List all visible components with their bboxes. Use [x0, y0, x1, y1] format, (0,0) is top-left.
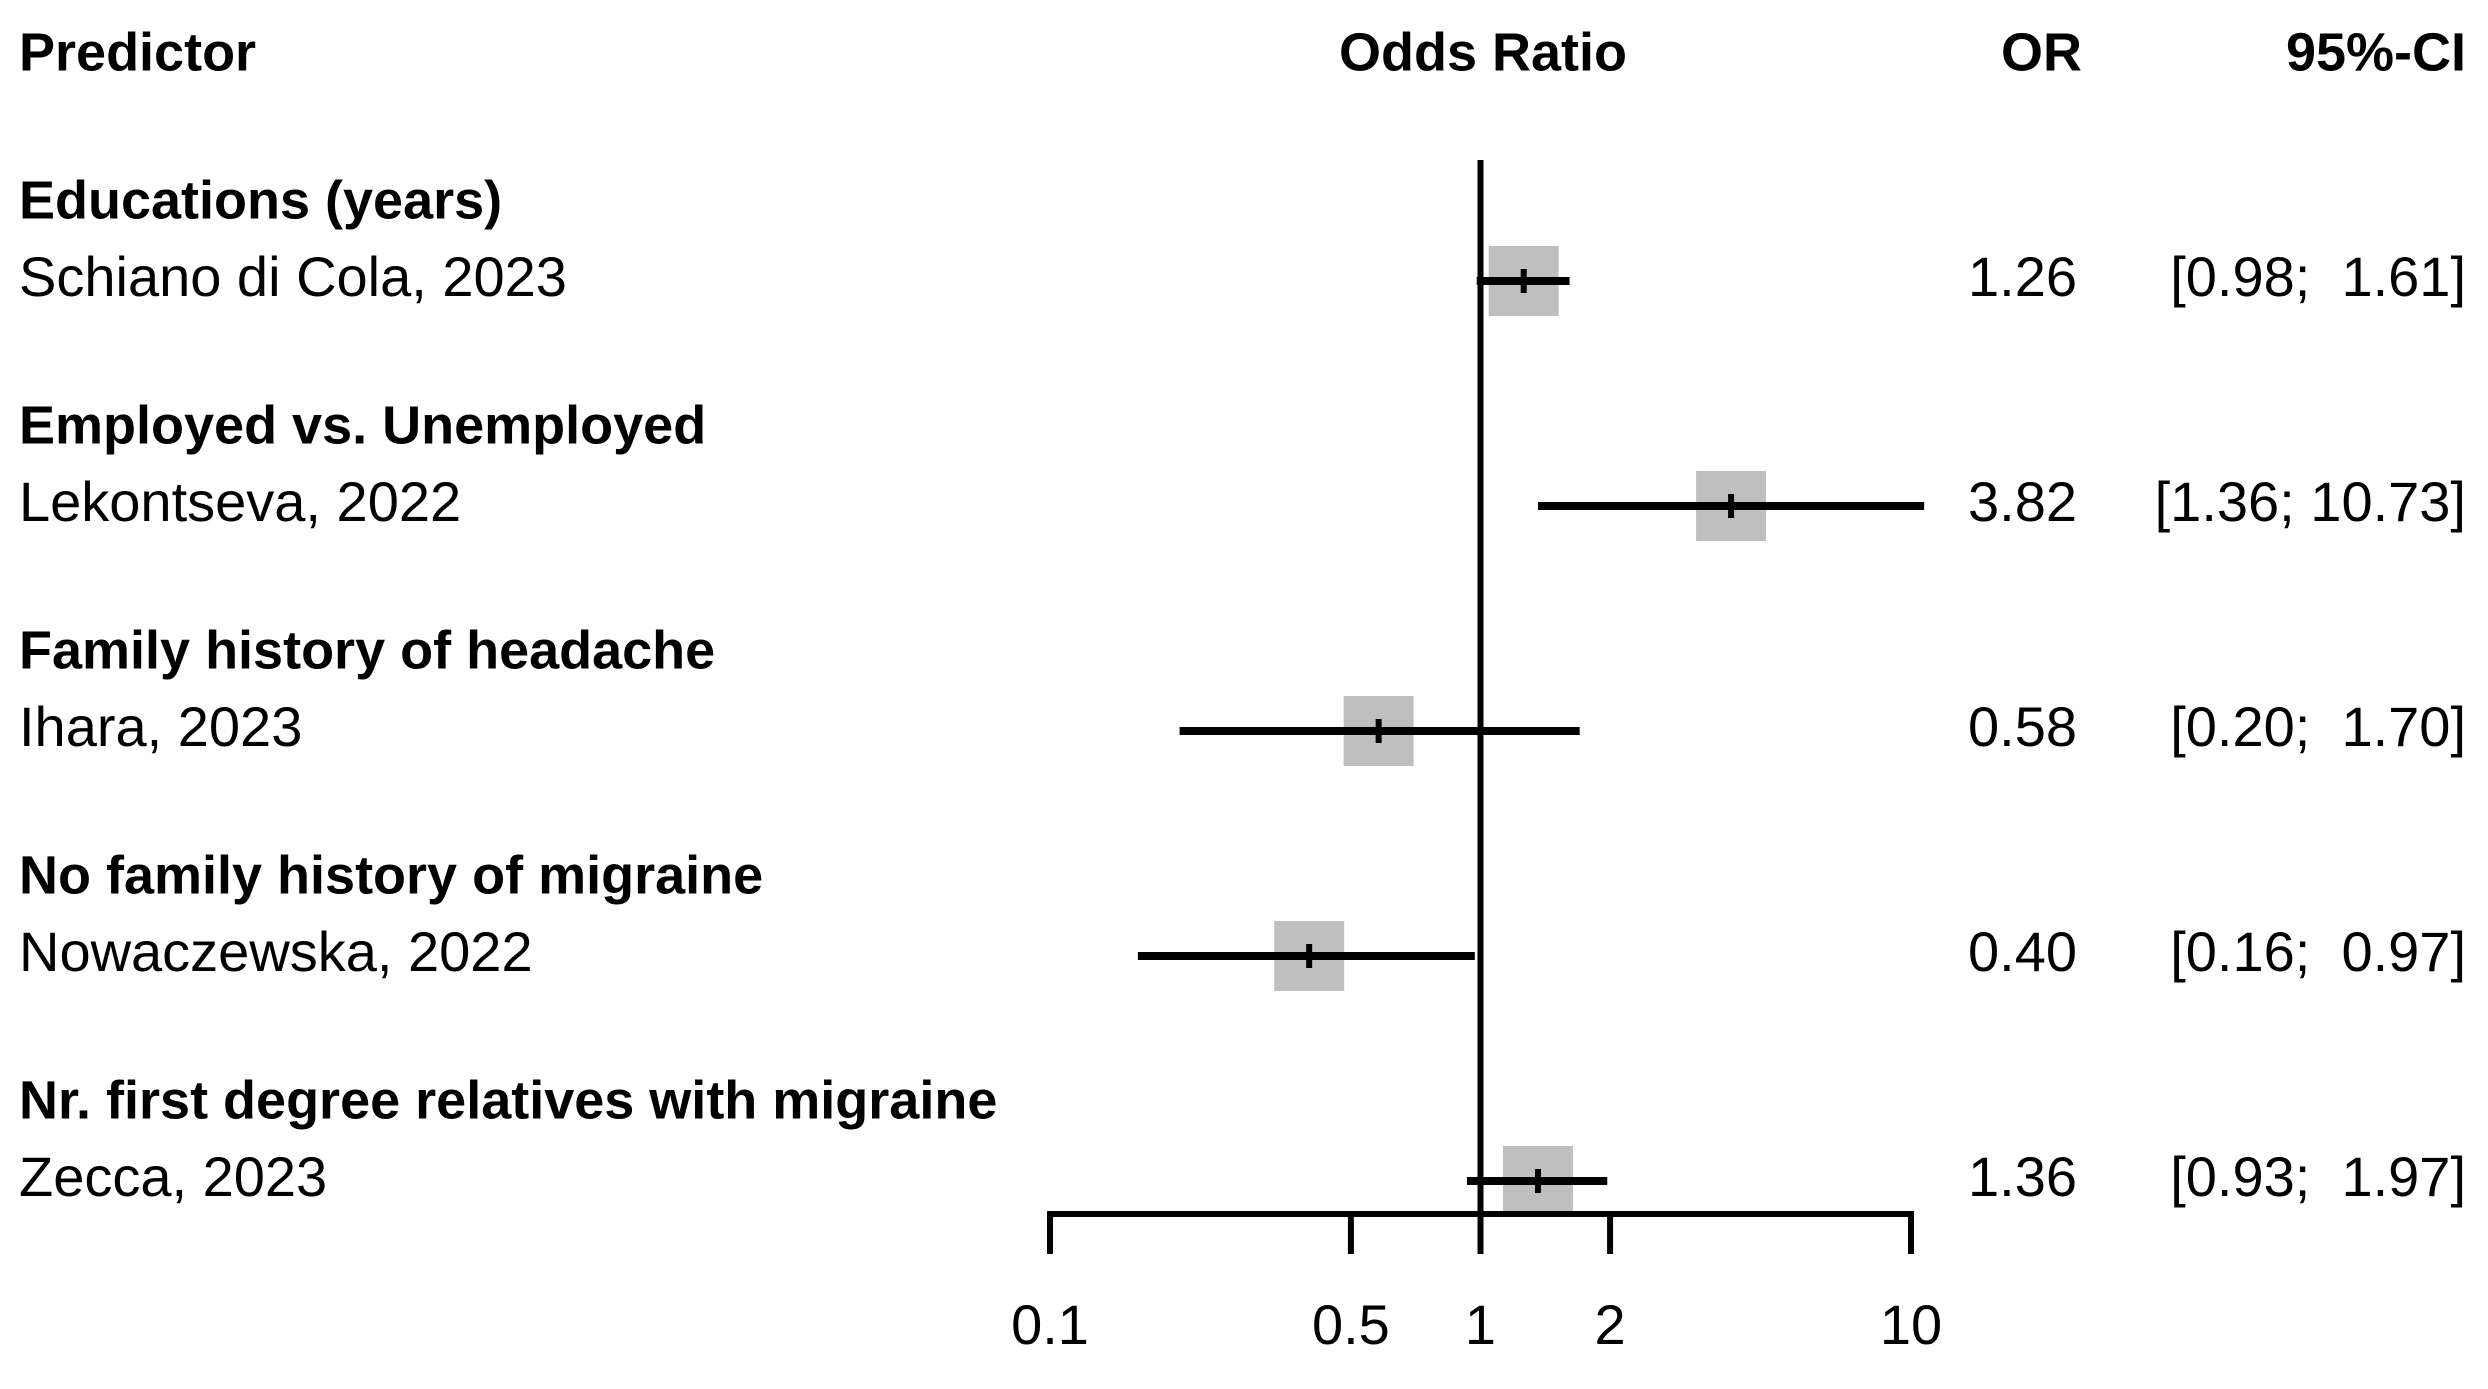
header-predictor: Predictor	[19, 22, 256, 82]
or-label: 3.82	[1968, 470, 2077, 533]
ci-label: [0.98; 1.61]	[2170, 245, 2466, 308]
ci-label: [0.20; 1.70]	[2170, 695, 2466, 758]
study-label: Zecca, 2023	[19, 1145, 327, 1208]
or-label: 1.36	[1968, 1145, 2077, 1208]
header-ci: 95%-CI	[2286, 22, 2466, 82]
study-label: Ihara, 2023	[19, 695, 302, 758]
group-label: Educations (years)	[19, 170, 502, 230]
x-tick-label: 0.1	[1011, 1293, 1089, 1356]
group-label: Family history of headache	[19, 620, 715, 680]
ci-label: [0.93; 1.97]	[2170, 1145, 2466, 1208]
x-tick-label: 0.5	[1312, 1293, 1390, 1356]
or-label: 1.26	[1968, 245, 2077, 308]
header-or: OR	[2001, 22, 2082, 82]
group-label: No family history of migraine	[19, 845, 763, 905]
x-tick-label: 2	[1595, 1293, 1626, 1356]
group-label: Employed vs. Unemployed	[19, 395, 706, 455]
study-label: Lekontseva, 2022	[19, 470, 461, 533]
x-tick-label: 10	[1880, 1293, 1942, 1356]
x-tick-label: 1	[1465, 1293, 1496, 1356]
or-label: 0.40	[1968, 920, 2077, 983]
study-label: Schiano di Cola, 2023	[19, 245, 567, 308]
study-label: Nowaczewska, 2022	[19, 920, 533, 983]
header-odds-ratio: Odds Ratio	[1339, 22, 1627, 82]
group-label: Nr. first degree relatives with migraine	[19, 1070, 997, 1130]
ci-label: [1.36; 10.73]	[2155, 470, 2466, 533]
or-label: 0.58	[1968, 695, 2077, 758]
ci-label: [0.16; 0.97]	[2170, 920, 2466, 983]
